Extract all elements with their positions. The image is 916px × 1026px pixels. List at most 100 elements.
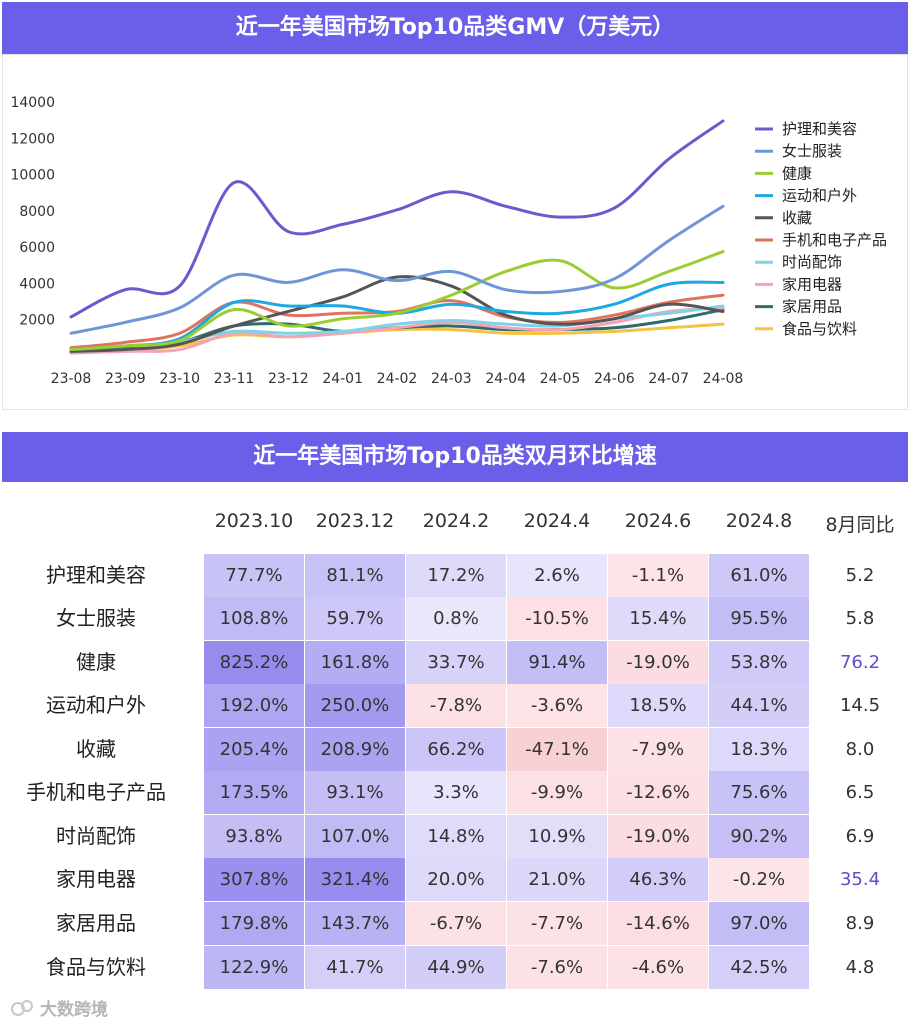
table-cell: -14.6%	[608, 902, 708, 945]
y-tick-label: 10000	[10, 168, 55, 184]
yoy-cell: 35.4	[839, 869, 881, 890]
table-cell: 41.7%	[305, 946, 405, 989]
table-cell: 75.6%	[709, 771, 809, 814]
yoy-cell: 8.9	[845, 913, 875, 934]
y-tick-label: 8000	[19, 204, 55, 220]
y-tick-label: 6000	[19, 240, 55, 256]
series-line	[69, 293, 725, 350]
table-cell: -1.1%	[608, 554, 708, 597]
row-label: 护理和美容	[46, 563, 146, 587]
x-tick-label: 24-07	[648, 371, 689, 387]
column-header: 2023.12	[315, 510, 395, 532]
table-cell: 44.1%	[709, 684, 809, 727]
table-cell: 122.9%	[204, 946, 304, 989]
series-line	[69, 322, 725, 354]
table-cell: 95.5%	[709, 597, 809, 640]
table-cell: 53.8%	[709, 641, 809, 684]
table-cell: -7.6%	[507, 946, 607, 989]
table-cell: 15.4%	[608, 597, 708, 640]
x-tick-label: 23-11	[214, 371, 255, 387]
x-tick-label: 23-09	[105, 371, 146, 387]
table-cell: 0.8%	[406, 597, 506, 640]
table-cell: 91.4%	[507, 641, 607, 684]
x-tick-label: 23-08	[51, 371, 92, 387]
table-cell: 10.9%	[507, 815, 607, 858]
table-cell: 33.7%	[406, 641, 506, 684]
table-cell: 93.1%	[305, 771, 405, 814]
table-cell: -19.0%	[608, 815, 708, 858]
x-tick-label: 23-10	[159, 371, 200, 387]
y-tick-label: 12000	[10, 131, 55, 147]
series-line	[69, 250, 725, 352]
table-cell: 173.5%	[204, 771, 304, 814]
table-cell: 250.0%	[305, 684, 405, 727]
x-tick-label: 24-08	[703, 371, 744, 387]
table-cell: -7.8%	[406, 684, 506, 727]
legend-label: 健康	[782, 164, 812, 182]
x-tick-label: 23-12	[268, 371, 309, 387]
column-header: 2023.10	[214, 510, 294, 532]
yoy-cell: 5.8	[845, 608, 875, 629]
table-cell: 90.2%	[709, 815, 809, 858]
table-cell: -10.5%	[507, 597, 607, 640]
table-cell: 107.0%	[305, 815, 405, 858]
table-cell: 825.2%	[204, 641, 304, 684]
x-tick-label: 24-06	[594, 371, 635, 387]
yoy-cell: 14.5	[839, 695, 881, 716]
yoy-cell: 5.2	[845, 565, 875, 586]
table-cell: 44.9%	[406, 946, 506, 989]
series-line	[69, 119, 725, 319]
yoy-cell: 6.9	[845, 826, 875, 847]
row-label: 运动和户外	[46, 693, 146, 717]
x-tick-label: 24-05	[540, 371, 581, 387]
row-label: 家居用品	[56, 911, 136, 935]
legend-label: 家居用品	[782, 298, 842, 316]
table-cell: -12.6%	[608, 771, 708, 814]
yoy-cell: 8.0	[845, 739, 875, 760]
row-label: 食品与饮料	[46, 955, 146, 979]
x-tick-label: 24-02	[377, 371, 418, 387]
legend-label: 运动和户外	[782, 187, 857, 205]
legend-label: 收藏	[782, 209, 812, 227]
legend-label: 时尚配饰	[782, 253, 842, 271]
line-chart-panel: 2000 4000 6000 8000 10000 12000 14000 23-08 23-0…	[2, 54, 908, 410]
y-tick-label: 2000	[19, 313, 55, 329]
table-cell: -4.6%	[608, 946, 708, 989]
column-header: 2024.2	[422, 510, 490, 532]
y-tick-label: 14000	[10, 95, 55, 111]
table-cell: 161.8%	[305, 641, 405, 684]
table-cell: -0.2%	[709, 858, 809, 901]
table-cell: -47.1%	[507, 728, 607, 771]
table-cell: 14.8%	[406, 815, 506, 858]
row-label: 家用电器	[56, 867, 136, 891]
table-cell: 3.3%	[406, 771, 506, 814]
table-cell: -9.9%	[507, 771, 607, 814]
column-header: 2024.6	[624, 510, 692, 532]
row-label: 健康	[76, 650, 116, 674]
x-tick-label: 24-04	[485, 371, 526, 387]
y-tick-label: 4000	[19, 276, 55, 292]
column-header: 2024.8	[725, 510, 793, 532]
table-cell: 179.8%	[204, 902, 304, 945]
table-cell: 20.0%	[406, 858, 506, 901]
table-cell: -3.6%	[507, 684, 607, 727]
table-cell: 81.1%	[305, 554, 405, 597]
table-cell: -6.7%	[406, 902, 506, 945]
table-cell: 108.8%	[204, 597, 304, 640]
legend-label: 女士服装	[782, 142, 842, 160]
table-cell: 93.8%	[204, 815, 304, 858]
table-cell: 321.4%	[305, 858, 405, 901]
table-cell: 18.3%	[709, 728, 809, 771]
chart-title: 近一年美国市场Top10品类GMV（万美元）	[2, 2, 908, 54]
column-header: 8月同比	[825, 514, 895, 536]
row-label: 收藏	[76, 737, 116, 761]
table-cell: 59.7%	[305, 597, 405, 640]
row-label: 女士服装	[56, 606, 136, 630]
watermark-text: 大数跨境	[40, 1000, 108, 1020]
legend-label: 手机和电子产品	[782, 231, 887, 249]
x-tick-label: 24-03	[431, 371, 472, 387]
yoy-cell: 76.2	[839, 652, 881, 673]
yoy-cell: 6.5	[845, 782, 875, 803]
table-cell: 46.3%	[608, 858, 708, 901]
table-cell: 2.6%	[507, 554, 607, 597]
